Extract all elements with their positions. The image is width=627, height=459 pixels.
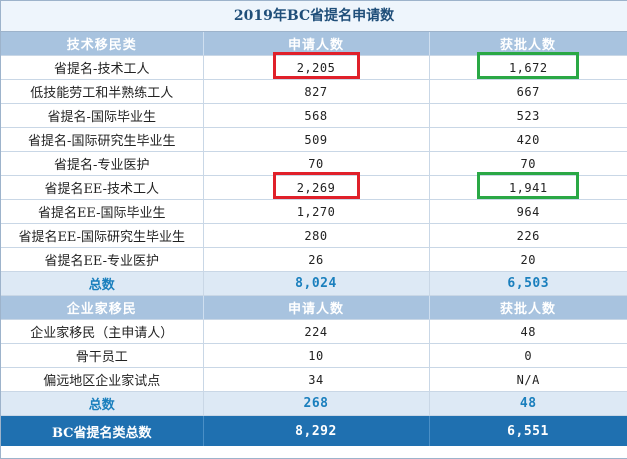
entrepreneur-total-row: 总数 268 48: [1, 391, 627, 416]
applications-cell: 26: [203, 247, 430, 272]
applications-cell: 568: [203, 103, 430, 128]
table-row: 低技能劳工和半熟练工人 827 667: [1, 79, 627, 104]
column-header-category: 企业家移民: [1, 295, 204, 320]
approvals-value: 1,941: [508, 180, 548, 195]
table-row: 省提名EE-技术工人 2,269 1,941: [1, 171, 627, 200]
column-header-category: 技术移民类: [1, 32, 204, 56]
total-approvals: 6,503: [429, 271, 627, 296]
applications-cell: 70: [203, 151, 430, 176]
approvals-value: 1,672: [508, 60, 548, 75]
table-row: 省提名EE-国际毕业生 1,270 964: [1, 199, 627, 224]
applications-cell: 2,205: [203, 51, 430, 80]
table-row: 省提名EE-国际研究生毕业生 280 226: [1, 223, 627, 248]
total-label: 总数: [1, 391, 204, 416]
column-header-applications: 申请人数: [203, 32, 430, 56]
approvals-cell: 420: [429, 127, 627, 152]
applications-cell: 827: [203, 79, 430, 104]
applications-cell: 10: [203, 343, 430, 368]
entrepreneur-header-row: 企业家移民 申请人数 获批人数: [1, 295, 627, 320]
applications-cell: 1,270: [203, 199, 430, 224]
approvals-cell: 667: [429, 79, 627, 104]
applications-cell: 509: [203, 127, 430, 152]
approvals-cell: 70: [429, 151, 627, 176]
table-title: 2019年BC省提名申请数: [1, 1, 627, 32]
approvals-cell: 226: [429, 223, 627, 248]
applications-value: 2,205: [296, 60, 336, 75]
table-row: 偏远地区企业家试点 34 N/A: [1, 367, 627, 392]
approvals-cell: 48: [429, 319, 627, 344]
total-applications: 268: [203, 391, 430, 416]
skilled-header-row: 技术移民类 申请人数 获批人数: [1, 32, 627, 56]
row-label: 省提名EE-专业医护: [1, 247, 204, 272]
total-applications: 8,024: [203, 271, 430, 296]
row-label: 省提名EE-技术工人: [1, 175, 204, 200]
total-label: 总数: [1, 271, 204, 296]
skilled-total-row: 总数 8,024 6,503: [1, 271, 627, 296]
grand-total-applications: 8,292: [203, 415, 430, 446]
approvals-cell: 1,672: [429, 51, 627, 80]
table-row: 省提名-专业医护 70 70: [1, 151, 627, 176]
table-row: 企业家移民（主申请人） 224 48: [1, 319, 627, 344]
row-label: 低技能劳工和半熟练工人: [1, 79, 204, 104]
approvals-cell: 0: [429, 343, 627, 368]
row-label: 省提名EE-国际毕业生: [1, 199, 204, 224]
table-row: 省提名-国际毕业生 568 523: [1, 103, 627, 128]
applications-cell: 34: [203, 367, 430, 392]
total-approvals: 48: [429, 391, 627, 416]
approvals-cell: 20: [429, 247, 627, 272]
applications-value: 2,269: [296, 180, 336, 195]
row-label: 偏远地区企业家试点: [1, 367, 204, 392]
approvals-cell: N/A: [429, 367, 627, 392]
applications-cell: 2,269: [203, 171, 430, 200]
approvals-cell: 523: [429, 103, 627, 128]
applications-cell: 280: [203, 223, 430, 248]
row-label: 省提名-国际毕业生: [1, 103, 204, 128]
applications-cell: 224: [203, 319, 430, 344]
table-row: 省提名-国际研究生毕业生 509 420: [1, 127, 627, 152]
table-row: 省提名EE-专业医护 26 20: [1, 247, 627, 272]
row-label: 省提名-技术工人: [1, 55, 204, 80]
table-row: 骨干员工 10 0: [1, 343, 627, 368]
grand-total-label: BC省提名类总数: [1, 415, 204, 446]
nomination-table: 技术移民类 申请人数 获批人数 省提名-技术工人 2,205 1,672 低技能…: [1, 32, 627, 446]
row-label: 省提名EE-国际研究生毕业生: [1, 223, 204, 248]
table-row: 省提名-技术工人 2,205 1,672: [1, 51, 627, 80]
column-header-approvals: 获批人数: [429, 32, 627, 56]
column-header-approvals: 获批人数: [429, 295, 627, 320]
row-label: 企业家移民（主申请人）: [1, 319, 204, 344]
row-label: 省提名-专业医护: [1, 151, 204, 176]
approvals-cell: 1,941: [429, 171, 627, 200]
column-header-applications: 申请人数: [203, 295, 430, 320]
grand-total-approvals: 6,551: [429, 415, 627, 446]
approvals-cell: 964: [429, 199, 627, 224]
grand-total-row: BC省提名类总数 8,292 6,551: [1, 415, 627, 446]
row-label: 省提名-国际研究生毕业生: [1, 127, 204, 152]
row-label: 骨干员工: [1, 343, 204, 368]
